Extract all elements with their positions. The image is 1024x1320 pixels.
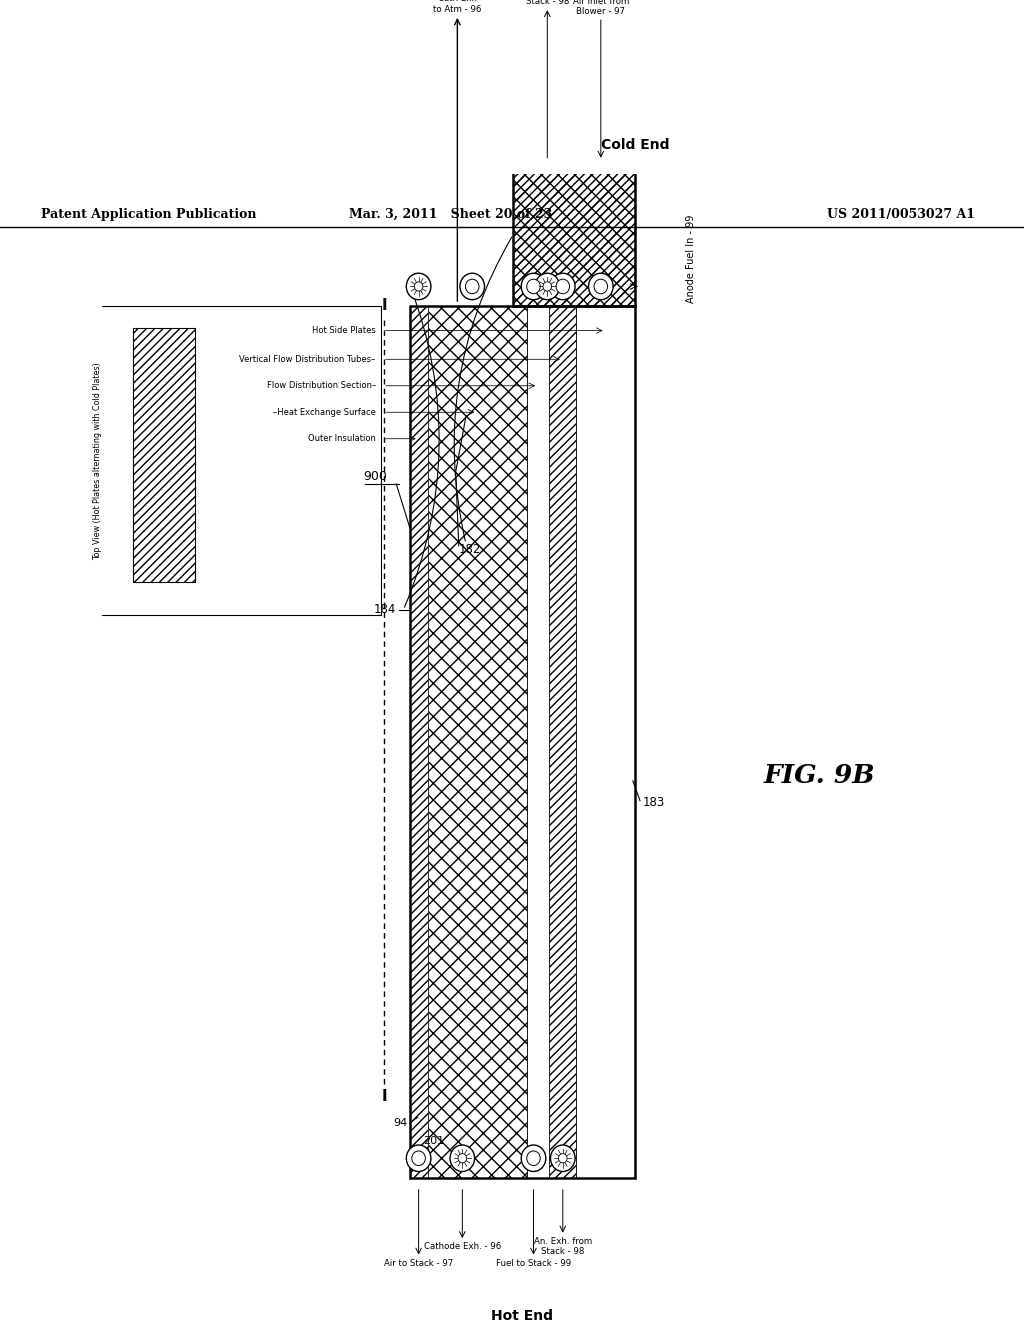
Text: Vertical Flow Distribution Tubes–: Vertical Flow Distribution Tubes–: [240, 355, 376, 364]
Bar: [513, 162, 635, 306]
Text: Air Inlet from
Blower - 97: Air Inlet from Blower - 97: [572, 0, 629, 16]
Text: Cold End: Cold End: [601, 137, 670, 152]
Circle shape: [415, 281, 423, 292]
Bar: [526, 306, 549, 1179]
Bar: [513, 162, 635, 306]
Text: Flow Distribution Section–: Flow Distribution Section–: [266, 381, 376, 391]
Circle shape: [521, 273, 546, 300]
Text: US 2011/0053027 A1: US 2011/0053027 A1: [827, 209, 975, 222]
Text: Patent Application Publication: Patent Application Publication: [41, 209, 256, 222]
Circle shape: [551, 1144, 575, 1171]
Circle shape: [460, 273, 484, 300]
Text: Outer Insulation: Outer Insulation: [308, 434, 376, 444]
Text: Hot End: Hot End: [492, 1309, 553, 1320]
Text: Cath Exh
to Atm - 96: Cath Exh to Atm - 96: [433, 0, 481, 15]
Bar: [410, 306, 428, 1179]
Circle shape: [466, 279, 479, 294]
Text: An. Exh. from
Stack - 98: An. Exh. from Stack - 98: [534, 1237, 592, 1257]
Text: 182: 182: [459, 543, 481, 556]
Circle shape: [589, 273, 613, 300]
Circle shape: [407, 1144, 431, 1171]
Circle shape: [543, 281, 552, 292]
Text: Anode Fuel In - 99: Anode Fuel In - 99: [686, 215, 696, 304]
Text: I: I: [381, 1089, 387, 1104]
Text: Cathode Exh. - 96: Cathode Exh. - 96: [424, 1242, 501, 1251]
Circle shape: [558, 1154, 567, 1163]
Text: I: I: [381, 298, 387, 313]
Circle shape: [450, 1144, 474, 1171]
Circle shape: [594, 279, 607, 294]
Circle shape: [556, 279, 569, 294]
Text: FIG. 9B: FIG. 9B: [764, 763, 874, 788]
Text: 94: 94: [393, 1118, 408, 1127]
Bar: [133, 329, 195, 582]
Text: 900: 900: [364, 470, 387, 483]
Circle shape: [551, 273, 575, 300]
Circle shape: [526, 279, 541, 294]
Text: Top View (Hot Plates alternating with Cold Plates): Top View (Hot Plates alternating with Co…: [93, 362, 101, 560]
Text: Mar. 3, 2011   Sheet 20 of 23: Mar. 3, 2011 Sheet 20 of 23: [349, 209, 552, 222]
Circle shape: [526, 1151, 541, 1166]
Circle shape: [412, 1151, 425, 1166]
Bar: [428, 306, 526, 1179]
Text: 184: 184: [374, 603, 396, 616]
Bar: [549, 306, 577, 1179]
Bar: [577, 306, 635, 1179]
Text: 183: 183: [643, 796, 666, 809]
Circle shape: [458, 1154, 467, 1163]
Text: –Heat Exchange Surface: –Heat Exchange Surface: [273, 408, 376, 417]
Text: 201: 201: [424, 1137, 444, 1146]
Bar: [513, 162, 635, 306]
Circle shape: [521, 1144, 546, 1171]
Bar: [133, 329, 195, 582]
Bar: [410, 306, 635, 1179]
Text: Hot Side Plates: Hot Side Plates: [312, 326, 376, 335]
Text: Air to Stack - 97: Air to Stack - 97: [384, 1259, 454, 1267]
Text: Fuel to Stack - 99: Fuel to Stack - 99: [496, 1259, 571, 1267]
Circle shape: [535, 273, 559, 300]
Circle shape: [407, 273, 431, 300]
Text: An Exh from
Stack - 98: An Exh from Stack - 98: [521, 0, 573, 7]
